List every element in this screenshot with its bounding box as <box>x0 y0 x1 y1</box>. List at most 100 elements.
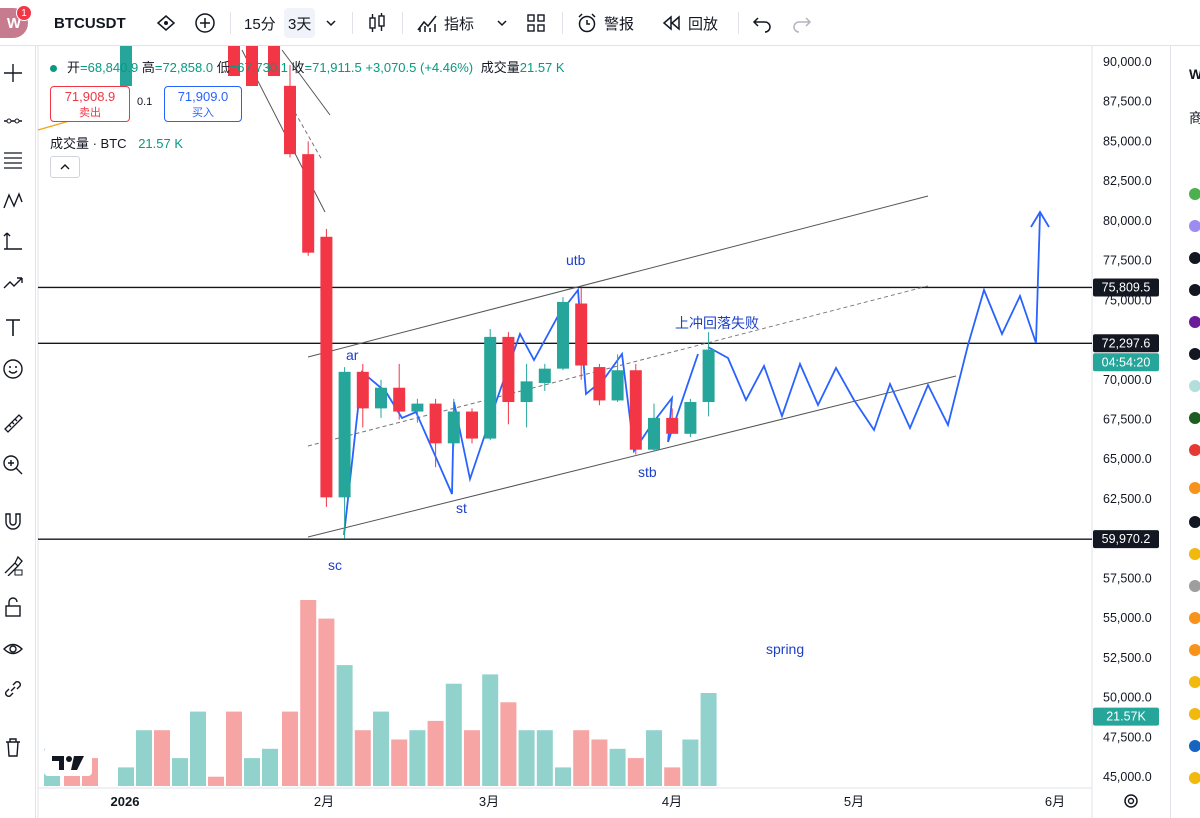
chevron-down-icon[interactable] <box>324 8 338 38</box>
watchlist-item-icon[interactable] <box>1189 348 1200 360</box>
indicators-button[interactable]: 指标 <box>416 8 474 38</box>
watchlist-item-icon[interactable] <box>1189 380 1200 392</box>
candle-body <box>629 370 642 450</box>
watchlist-item-icon[interactable] <box>1189 644 1200 656</box>
unlock-icon[interactable] <box>0 594 26 620</box>
watchlist-item-icon[interactable] <box>1189 316 1200 328</box>
collapse-legend-button[interactable] <box>50 156 80 178</box>
price-tick-label: 45,000.0 <box>1103 770 1152 784</box>
watchlist-item-icon[interactable] <box>1189 412 1200 424</box>
symbol-search[interactable]: BTCUSDT <box>54 14 126 32</box>
fib-retracement-icon[interactable] <box>0 146 26 172</box>
price-tick-label: 82,500.0 <box>1103 174 1152 188</box>
tv-logo-icon <box>52 756 84 770</box>
candle-body <box>447 411 460 444</box>
volume-bar <box>464 730 480 786</box>
pattern-icon[interactable] <box>0 188 26 214</box>
magnet-icon[interactable] <box>0 508 26 534</box>
candle-body <box>246 46 258 86</box>
tradingview-logo[interactable] <box>44 748 92 776</box>
volume-bar <box>536 730 553 786</box>
text-icon[interactable] <box>0 314 26 340</box>
drawing-toolbar <box>0 46 36 818</box>
price-status-dot <box>50 65 57 73</box>
notification-badge: 1 <box>16 5 32 21</box>
ruler-icon[interactable] <box>0 410 26 436</box>
undo-icon[interactable] <box>752 8 772 38</box>
watchlist-item-icon[interactable] <box>1189 188 1200 200</box>
watchlist-item-icon[interactable] <box>1189 740 1200 752</box>
candle-body <box>120 46 132 86</box>
interval-button[interactable]: 15分 <box>244 15 276 33</box>
volume-bar <box>208 776 224 786</box>
watchlist-item-icon[interactable] <box>1189 676 1200 688</box>
sell-button[interactable]: 71,908.9 卖出 <box>50 86 130 122</box>
alert-button[interactable]: 警报 <box>576 8 634 38</box>
volume-bar <box>118 767 134 786</box>
range-button[interactable]: 3天 <box>284 8 316 38</box>
price-tag-current-bg <box>1093 334 1159 353</box>
symbol-compare-icon[interactable] <box>155 8 177 38</box>
crosshair-icon[interactable] <box>0 60 26 86</box>
redo-icon[interactable] <box>792 8 812 38</box>
watchlist-item-icon[interactable] <box>1189 580 1200 592</box>
price-tag-high: 75,809.5 <box>1102 280 1151 294</box>
watchlist-item-icon[interactable] <box>1189 772 1200 784</box>
candle-body <box>302 154 315 253</box>
candle-body <box>666 417 679 434</box>
volume-bar <box>226 711 242 786</box>
watchlist-item-icon[interactable] <box>1189 220 1200 232</box>
buy-button[interactable]: 71,909.0 买入 <box>164 86 242 122</box>
watchlist-item-icon[interactable] <box>1189 612 1200 624</box>
arrow-head-icon <box>1030 210 1050 228</box>
watchlist-item-icon[interactable] <box>1189 516 1200 528</box>
price-tick-label: 62,500.0 <box>1103 492 1152 506</box>
annotation-ar: ar <box>346 347 359 363</box>
volume-bar <box>591 739 608 786</box>
watchlist-item-icon[interactable] <box>1189 482 1200 494</box>
annotation-sc: sc <box>328 557 342 573</box>
candle-body <box>575 303 588 366</box>
replay-button[interactable]: 回放 <box>660 8 718 38</box>
price-chart[interactable]: sc ar st utb stb 上冲回落失败 spring 90,000.0 87,500.… <box>0 0 1170 818</box>
projection-icon[interactable] <box>0 228 26 254</box>
brush-icon[interactable] <box>0 270 26 296</box>
chevron-down-icon[interactable] <box>495 8 509 38</box>
volume-bar <box>682 739 699 786</box>
annotation-stb: stb <box>638 464 657 480</box>
time-tick-label: 2月 <box>314 794 334 809</box>
volume-legend: 成交量 · BTC 21.57 K <box>50 136 184 151</box>
eye-icon[interactable] <box>0 636 26 662</box>
watchlist-item-icon[interactable] <box>1189 284 1200 296</box>
zoom-in-icon[interactable] <box>0 452 26 478</box>
smiley-icon[interactable] <box>0 356 26 382</box>
watchlist-label: 商 <box>1189 110 1200 126</box>
chevron-up-icon <box>60 164 70 170</box>
indicators-icon <box>417 15 437 32</box>
projection-path-line <box>707 213 1041 433</box>
trash-icon[interactable] <box>0 734 26 760</box>
price-tick-label: 55,000.0 <box>1103 611 1152 625</box>
layout-grid-icon[interactable] <box>526 8 546 38</box>
candle-type-icon[interactable] <box>366 8 388 38</box>
gear-icon[interactable] <box>1122 792 1140 815</box>
divider <box>738 12 739 34</box>
link-icon[interactable] <box>0 676 26 702</box>
watchlist-item-icon[interactable] <box>1189 444 1200 456</box>
watchlist-item-icon[interactable] <box>1189 548 1200 560</box>
candle-body <box>648 417 660 450</box>
lock-drawing-icon[interactable] <box>0 552 26 578</box>
candle-body <box>228 46 240 76</box>
price-tick-label: 57,500.0 <box>1103 571 1152 585</box>
trend-line-icon[interactable] <box>0 108 26 134</box>
volume-bar <box>190 711 206 786</box>
volume-bar <box>646 730 662 786</box>
volume-bar <box>300 600 317 786</box>
watchlist-item-icon[interactable] <box>1189 708 1200 720</box>
volume-tag: 21.57K <box>1106 710 1146 724</box>
watchlist-item-icon[interactable] <box>1189 252 1200 264</box>
volume-bar <box>354 730 371 786</box>
alarm-clock-icon <box>578 13 596 33</box>
price-tag-high-bg <box>1093 278 1159 297</box>
add-symbol-icon[interactable] <box>194 8 216 38</box>
